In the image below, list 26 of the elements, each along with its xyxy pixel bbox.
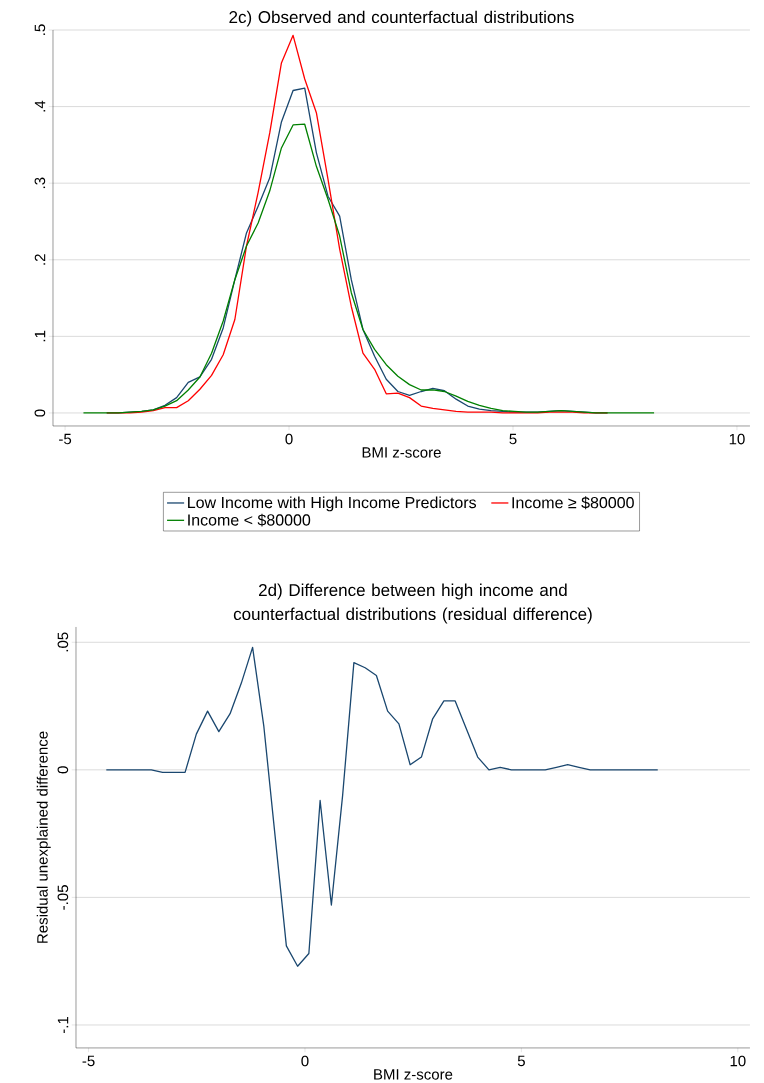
y-tick-label: -.1 [57, 1016, 69, 1034]
x-tick-label: 5 [509, 433, 517, 445]
x-tick-label: -5 [59, 433, 72, 445]
x-tick-label: 0 [285, 433, 293, 445]
y-tick-label: .1 [34, 330, 46, 342]
x-tick-label: 0 [301, 1055, 309, 1067]
y-tick-label: .2 [34, 254, 46, 265]
x-axis-title: BMI z-score [362, 447, 441, 458]
x-tick-label: 10 [729, 433, 745, 445]
y-tick-label: -.05 [57, 885, 69, 910]
chart-title: 2d) Difference between high income and counterfactual distributions (residual difference) [233, 583, 592, 624]
y-tick-label: .3 [34, 177, 46, 189]
x-tick-label: -5 [82, 1055, 95, 1067]
x-tick-label: 5 [517, 1055, 525, 1067]
x-axis-title: BMI z-score [374, 1069, 453, 1080]
y-tick-label: 0 [34, 409, 46, 417]
y-tick-label: .5 [34, 24, 46, 35]
legend-label: Low Income with High Income Predictors [188, 496, 477, 512]
y-axis-title: Residual unexplained difference [36, 731, 51, 943]
y-tick-label: .05 [57, 632, 69, 652]
x-tick-label: 10 [730, 1055, 746, 1067]
chart-title: 2c) Observed and counterfactual distributions [229, 10, 574, 27]
y-tick-label: 0 [57, 766, 69, 774]
legend-label: Income < $80000 [188, 513, 311, 527]
legend-label: Income ≥ $80000 [512, 496, 634, 510]
y-tick-label: .4 [34, 100, 46, 112]
